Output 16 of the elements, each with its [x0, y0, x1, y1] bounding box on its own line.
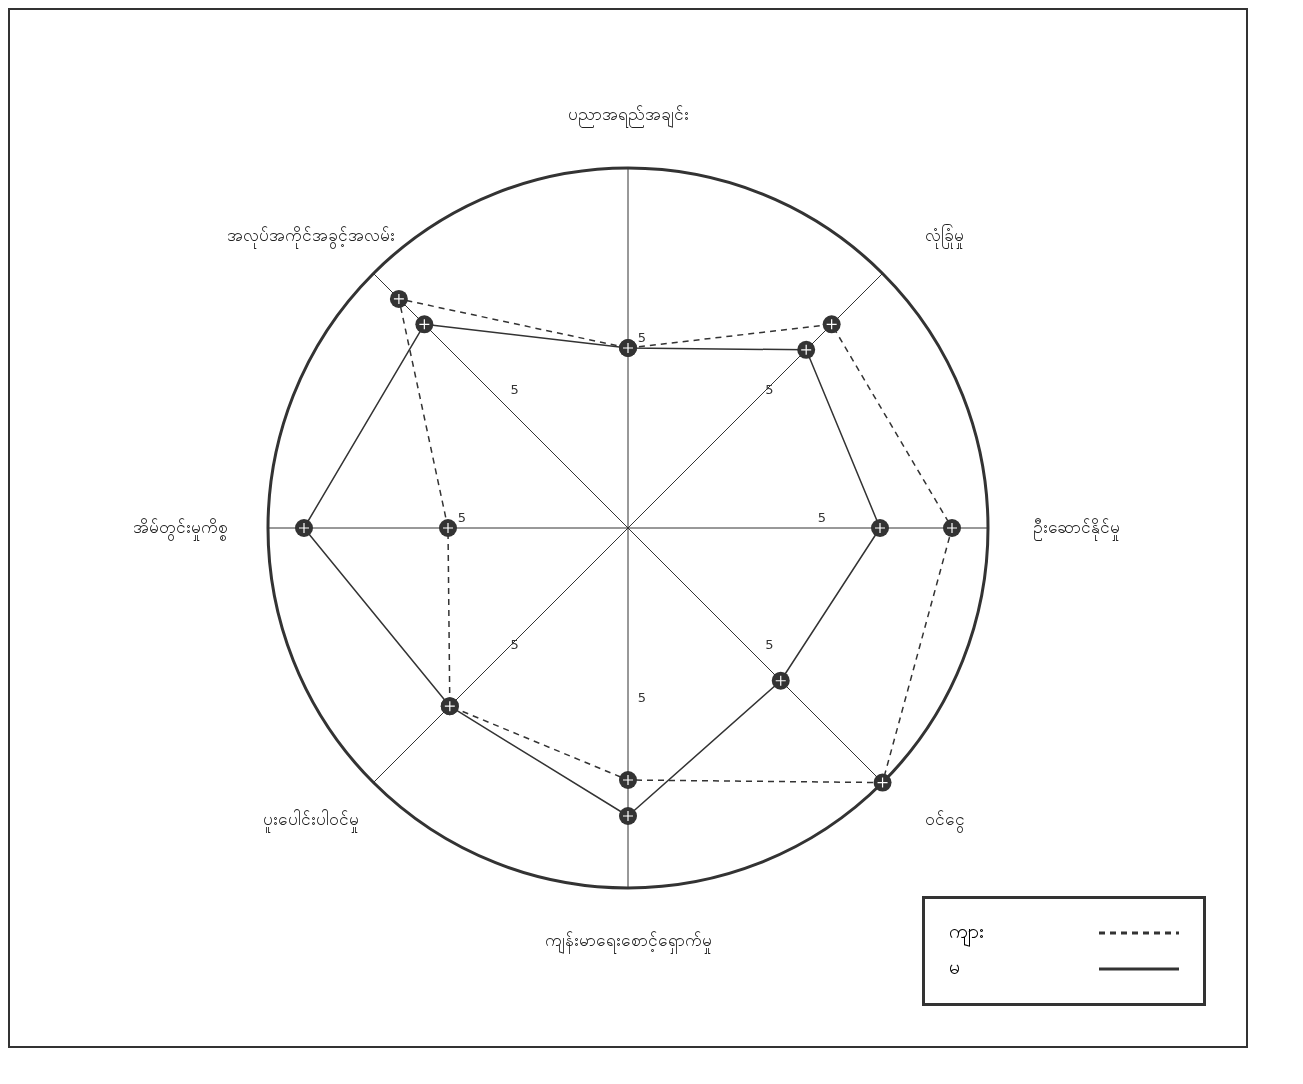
spoke-label: ဝင်ငွေ: [924, 809, 965, 834]
text: 5: [765, 636, 774, 652]
spoke-label: အလုပ်အကိုင်အခွင့်အလမ်း: [227, 224, 396, 249]
spoke-label: ဦးဆောင်နိုင်မှု: [1032, 517, 1120, 541]
spoke-label: ကျန်းမာရေးစောင့်ရှောက်မှု: [544, 930, 712, 954]
text: ကျား: [949, 918, 984, 948]
spoke-label: ပညာအရည်အချင်း: [567, 104, 689, 128]
text: 5: [510, 382, 519, 398]
text: 5: [817, 509, 827, 525]
spoke-label: လုံခြုံမှု: [925, 223, 965, 249]
text: 5: [637, 689, 647, 705]
text: မ: [949, 954, 960, 981]
spoke-label: ပူးပေါင်းပါဝင်မှု: [263, 809, 360, 834]
spoke-label: အိမ်တွင်းမှုကိစ္စ: [132, 517, 228, 541]
text: 5: [457, 509, 467, 525]
text: 5: [637, 329, 647, 345]
